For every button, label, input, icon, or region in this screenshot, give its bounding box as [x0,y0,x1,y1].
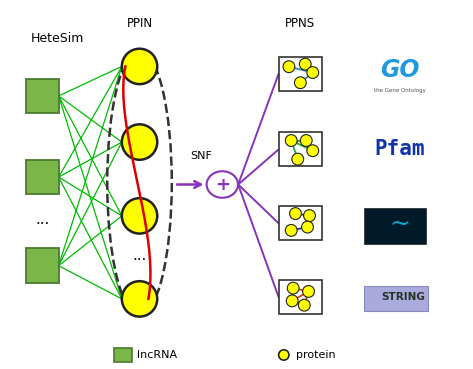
Bar [279,57,322,91]
Text: HeteSim: HeteSim [31,32,84,45]
Text: PPNS: PPNS [285,17,315,30]
Bar [26,160,59,194]
Ellipse shape [207,171,238,198]
Bar [26,248,59,283]
Text: GO: GO [380,58,420,82]
Text: PPIN: PPIN [126,17,153,30]
Bar [279,206,322,240]
Ellipse shape [299,58,311,70]
Ellipse shape [302,221,314,233]
Text: SNF: SNF [190,151,212,161]
Ellipse shape [287,282,299,294]
Ellipse shape [286,295,298,307]
Ellipse shape [122,198,157,234]
Ellipse shape [285,224,297,236]
Text: ~: ~ [389,211,410,235]
Bar [114,348,132,362]
Text: ...: ... [35,213,50,227]
Bar [364,286,428,311]
Text: protein: protein [296,350,335,360]
Text: lncRNA: lncRNA [137,350,177,360]
Ellipse shape [285,135,297,146]
Ellipse shape [307,67,319,79]
Ellipse shape [298,299,310,311]
Ellipse shape [283,61,295,73]
Ellipse shape [122,281,157,317]
Bar [364,208,426,244]
Ellipse shape [279,350,289,360]
Text: the Gene Ontology: the Gene Ontology [374,88,426,93]
Ellipse shape [289,208,301,220]
Ellipse shape [122,124,157,160]
Ellipse shape [292,153,304,165]
Ellipse shape [295,77,306,89]
Ellipse shape [307,145,319,156]
Bar [279,280,322,314]
Bar [279,132,322,166]
Ellipse shape [122,49,157,84]
Text: ...: ... [132,249,147,263]
Ellipse shape [300,135,312,146]
Text: STRING: STRING [382,292,425,302]
Bar [26,79,59,113]
Text: Pfam: Pfam [375,139,425,159]
Text: +: + [215,176,230,193]
Ellipse shape [304,210,315,221]
Ellipse shape [303,286,315,297]
